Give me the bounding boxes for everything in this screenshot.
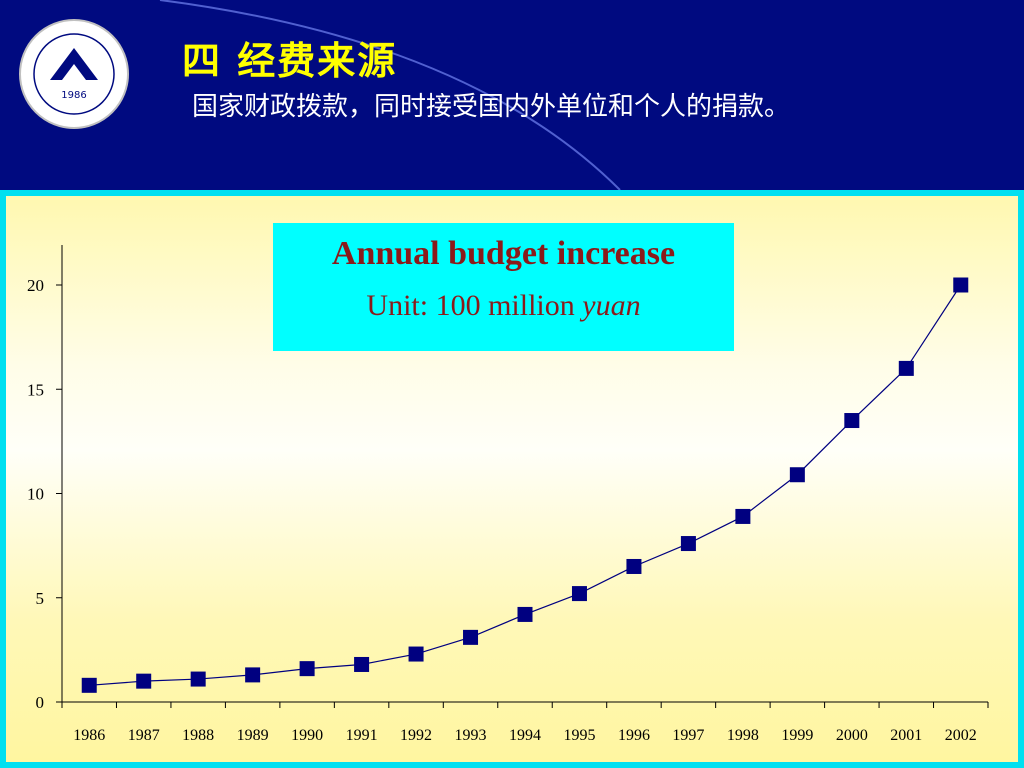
data-point-marker xyxy=(245,667,261,683)
x-tick-label: 1986 xyxy=(73,727,105,744)
data-point-marker xyxy=(680,536,696,552)
chart-unit-label: Unit: 100 million yuan xyxy=(273,289,734,323)
data-point-marker xyxy=(136,673,152,689)
y-tick-labels: 0 5 10 15 20 xyxy=(27,276,44,712)
series-markers xyxy=(81,277,969,693)
chart-title: Annual budget increase xyxy=(331,235,676,272)
chart-legend-box: Annual budget increase Unit: 100 million… xyxy=(273,223,734,351)
data-point-marker xyxy=(898,360,914,376)
x-tick-label: 1998 xyxy=(727,727,759,744)
unit-prefix: Unit: 100 million xyxy=(366,289,583,322)
x-tick-labels: 1986 1987 1988 1989 1990 1991 1992 1993 1994 1995… xyxy=(73,727,977,744)
x-tick-label: 2000 xyxy=(836,727,868,744)
data-point-marker xyxy=(789,467,805,483)
data-point-marker xyxy=(81,677,97,693)
chart-axes xyxy=(56,245,989,708)
data-point-marker xyxy=(953,277,969,293)
x-tick-label: 1991 xyxy=(346,727,378,744)
data-point-marker xyxy=(354,656,370,672)
x-tick-label: 1999 xyxy=(781,727,813,744)
data-point-marker xyxy=(844,413,860,429)
data-point-marker xyxy=(517,606,533,622)
x-tick-label: 1992 xyxy=(400,727,432,744)
data-point-marker xyxy=(299,661,315,677)
data-point-marker xyxy=(735,508,751,524)
data-point-marker xyxy=(408,646,424,662)
data-point-marker xyxy=(626,558,642,574)
chart-panel xyxy=(0,190,1024,768)
y-tick-label: 15 xyxy=(27,380,44,399)
page-subtitle: 国家财政拨款，同时接受国内外单位和个人的捐款。 xyxy=(192,92,791,122)
logo-year: 1986 xyxy=(61,90,86,101)
y-tick-label: 20 xyxy=(27,276,44,295)
x-tick-label: 1988 xyxy=(182,727,214,744)
x-tick-label: 1990 xyxy=(291,727,323,744)
x-tick-label: 1994 xyxy=(509,727,541,744)
y-tick-label: 0 xyxy=(36,693,45,712)
nsfc-logo: 1986 xyxy=(19,19,129,129)
data-point-marker xyxy=(571,586,587,602)
x-tick-label: 1996 xyxy=(618,727,650,744)
x-tick-label: 2002 xyxy=(945,727,977,744)
data-point-marker xyxy=(190,671,206,687)
x-tick-label: 1993 xyxy=(455,727,487,744)
x-tick-label: 2001 xyxy=(890,727,922,744)
page-title: 四 经费来源 xyxy=(182,39,398,83)
y-tick-label: 10 xyxy=(27,485,44,504)
x-tick-label: 1989 xyxy=(237,727,269,744)
unit-currency: yuan xyxy=(582,289,641,322)
x-tick-label: 1997 xyxy=(672,727,704,744)
x-tick-label: 1995 xyxy=(563,727,595,744)
y-tick-label: 5 xyxy=(36,589,45,608)
data-point-marker xyxy=(463,629,479,645)
x-tick-label: 1987 xyxy=(128,727,160,744)
header-decoration-arc xyxy=(159,0,621,190)
slide-header: 1986 四 经费来源 国家财政拨款，同时接受国内外单位和个人的捐款。 xyxy=(0,0,1024,190)
